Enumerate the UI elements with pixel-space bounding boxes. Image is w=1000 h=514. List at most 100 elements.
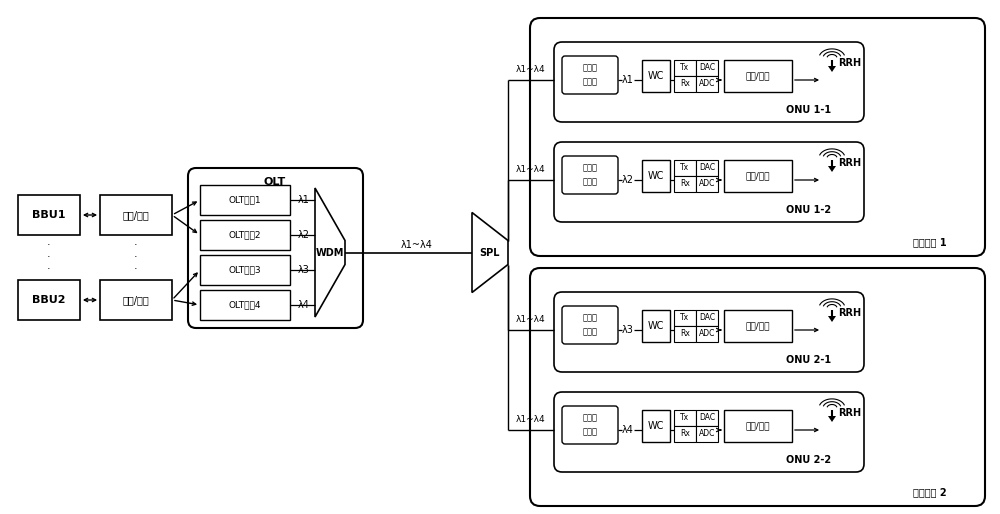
Bar	[674, 326, 696, 342]
Text: 择装置: 择装置	[582, 177, 598, 187]
Text: DAC: DAC	[699, 413, 715, 423]
FancyBboxPatch shape	[554, 142, 864, 222]
FancyBboxPatch shape	[530, 18, 985, 256]
Polygon shape	[315, 188, 345, 317]
Text: Tx: Tx	[680, 314, 690, 322]
Text: 蜂窝小区 2: 蜂窝小区 2	[913, 487, 947, 497]
Bar	[696, 410, 718, 426]
Text: 聚合/折分: 聚合/折分	[746, 321, 770, 331]
Text: 聚合/折分: 聚合/折分	[123, 295, 149, 305]
Text: 聚合/折分: 聚合/折分	[123, 210, 149, 220]
Bar	[200, 290, 290, 320]
Text: OLT端口1: OLT端口1	[229, 195, 261, 205]
Text: Tx: Tx	[680, 413, 690, 423]
Bar	[696, 176, 718, 192]
Text: DAC: DAC	[699, 314, 715, 322]
Bar	[696, 60, 718, 76]
Text: λ4: λ4	[298, 300, 310, 310]
FancyBboxPatch shape	[554, 42, 864, 122]
Bar	[18, 195, 80, 235]
Text: 择装置: 择装置	[582, 78, 598, 86]
Text: OLT: OLT	[264, 177, 286, 187]
Text: WC: WC	[648, 321, 664, 331]
Text: ADC: ADC	[699, 329, 715, 339]
Bar	[642, 160, 670, 192]
Bar	[674, 60, 696, 76]
Text: 聚合/折分: 聚合/折分	[746, 172, 770, 180]
FancyBboxPatch shape	[554, 292, 864, 372]
Bar	[674, 310, 696, 326]
Bar	[724, 60, 792, 92]
Text: DAC: DAC	[699, 163, 715, 173]
Text: 波长选: 波长选	[582, 163, 598, 173]
Text: λ2: λ2	[622, 175, 634, 185]
Polygon shape	[472, 212, 508, 292]
Text: 波长选: 波长选	[582, 413, 598, 423]
Bar	[642, 310, 670, 342]
Text: WC: WC	[648, 171, 664, 181]
Text: WDM: WDM	[316, 248, 344, 258]
Text: λ1: λ1	[622, 75, 634, 85]
Text: OLT端口4: OLT端口4	[229, 301, 261, 309]
Text: 蜂窝小区 1: 蜂窝小区 1	[913, 237, 947, 247]
Text: 聚合/折分: 聚合/折分	[746, 421, 770, 431]
Text: Rx: Rx	[680, 179, 690, 189]
Text: λ1~λ4: λ1~λ4	[516, 166, 546, 174]
Bar	[696, 310, 718, 326]
Bar	[674, 410, 696, 426]
FancyBboxPatch shape	[562, 56, 618, 94]
FancyBboxPatch shape	[562, 156, 618, 194]
Polygon shape	[828, 316, 836, 322]
Text: ·
·
·: · · ·	[134, 241, 138, 273]
Polygon shape	[828, 66, 836, 72]
Text: Rx: Rx	[680, 329, 690, 339]
Text: OLT端口3: OLT端口3	[229, 266, 261, 274]
Bar	[724, 410, 792, 442]
Bar	[724, 310, 792, 342]
Text: BBU1: BBU1	[32, 210, 66, 220]
Text: λ1~λ4: λ1~λ4	[516, 316, 546, 324]
FancyBboxPatch shape	[562, 306, 618, 344]
Text: DAC: DAC	[699, 64, 715, 72]
Text: 波长选: 波长选	[582, 314, 598, 322]
Bar	[100, 195, 172, 235]
Text: λ2: λ2	[298, 230, 310, 240]
Text: ONU 2-1: ONU 2-1	[786, 355, 832, 365]
Text: λ3: λ3	[622, 325, 634, 335]
Text: λ1~λ4: λ1~λ4	[401, 240, 433, 249]
Text: Rx: Rx	[680, 80, 690, 88]
Text: RRH: RRH	[838, 308, 862, 318]
Text: λ1~λ4: λ1~λ4	[516, 65, 546, 75]
Bar	[696, 326, 718, 342]
Text: ONU 1-1: ONU 1-1	[786, 105, 832, 115]
Text: λ4: λ4	[622, 425, 634, 435]
Text: RRH: RRH	[838, 408, 862, 418]
Polygon shape	[828, 166, 836, 172]
Text: 波长选: 波长选	[582, 64, 598, 72]
Text: RRH: RRH	[838, 158, 862, 168]
Text: 择装置: 择装置	[582, 327, 598, 337]
Polygon shape	[828, 416, 836, 422]
Text: λ3: λ3	[298, 265, 310, 275]
Text: Rx: Rx	[680, 430, 690, 438]
Text: WC: WC	[648, 421, 664, 431]
Text: Tx: Tx	[680, 163, 690, 173]
FancyBboxPatch shape	[554, 392, 864, 472]
Bar	[696, 426, 718, 442]
Text: ·
·
·: · · ·	[47, 241, 51, 273]
Bar	[642, 60, 670, 92]
Text: 聚合/折分: 聚合/折分	[746, 71, 770, 81]
Bar	[696, 76, 718, 92]
Bar	[100, 280, 172, 320]
Bar	[18, 280, 80, 320]
FancyBboxPatch shape	[562, 406, 618, 444]
FancyBboxPatch shape	[188, 168, 363, 328]
Text: ONU 1-2: ONU 1-2	[786, 205, 832, 215]
Text: ADC: ADC	[699, 430, 715, 438]
Text: 择装置: 择装置	[582, 428, 598, 436]
Bar	[200, 185, 290, 215]
Text: WC: WC	[648, 71, 664, 81]
Bar	[200, 220, 290, 250]
Bar	[674, 76, 696, 92]
Text: ONU 2-2: ONU 2-2	[786, 455, 832, 465]
